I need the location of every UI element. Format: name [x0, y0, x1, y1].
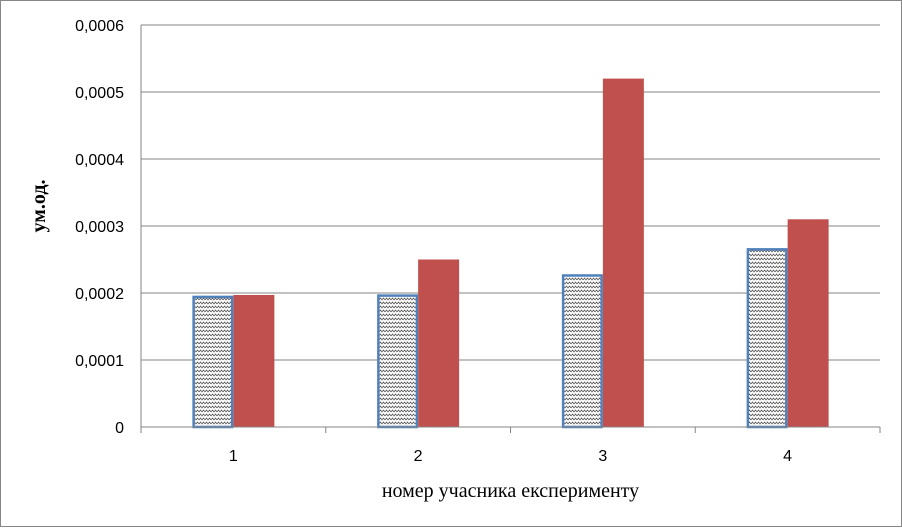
bar-series2-cat4: [787, 219, 829, 427]
y-axis-title: ум.од.: [28, 180, 50, 233]
y-tick-label: 0,0002: [75, 286, 124, 303]
y-tick-label: 0,0001: [75, 353, 124, 370]
bar-series1-cat4: [746, 248, 788, 429]
bar-series2-cat1: [233, 295, 275, 427]
bar-series1-cat3: [561, 274, 603, 429]
y-tick-label: 0,0005: [75, 85, 124, 102]
y-tick-label: 0,0003: [75, 219, 124, 236]
y-tick-labels: 0 0,0001 0,0002 0,0003 0,0004 0,0005 0,0006: [75, 18, 124, 437]
x-tick-label: 1: [229, 448, 238, 465]
x-axis: 1 2 3 4: [140, 426, 881, 465]
y-tick-label: 0,0006: [75, 18, 124, 35]
bar-series1-cat2: [377, 294, 419, 429]
bars: [192, 78, 829, 429]
bar-series2-cat3: [602, 78, 644, 427]
x-tick-label: 4: [783, 448, 792, 465]
y-tick-label: 0: [115, 420, 124, 437]
x-axis-title: номер учасника експерименту: [382, 480, 639, 502]
x-tick-label: 3: [598, 448, 607, 465]
x-tick-label: 2: [414, 448, 423, 465]
y-tick-label: 0,0004: [75, 152, 124, 169]
bar-series2-cat2: [418, 259, 460, 427]
bar-series1-cat1: [192, 295, 234, 429]
